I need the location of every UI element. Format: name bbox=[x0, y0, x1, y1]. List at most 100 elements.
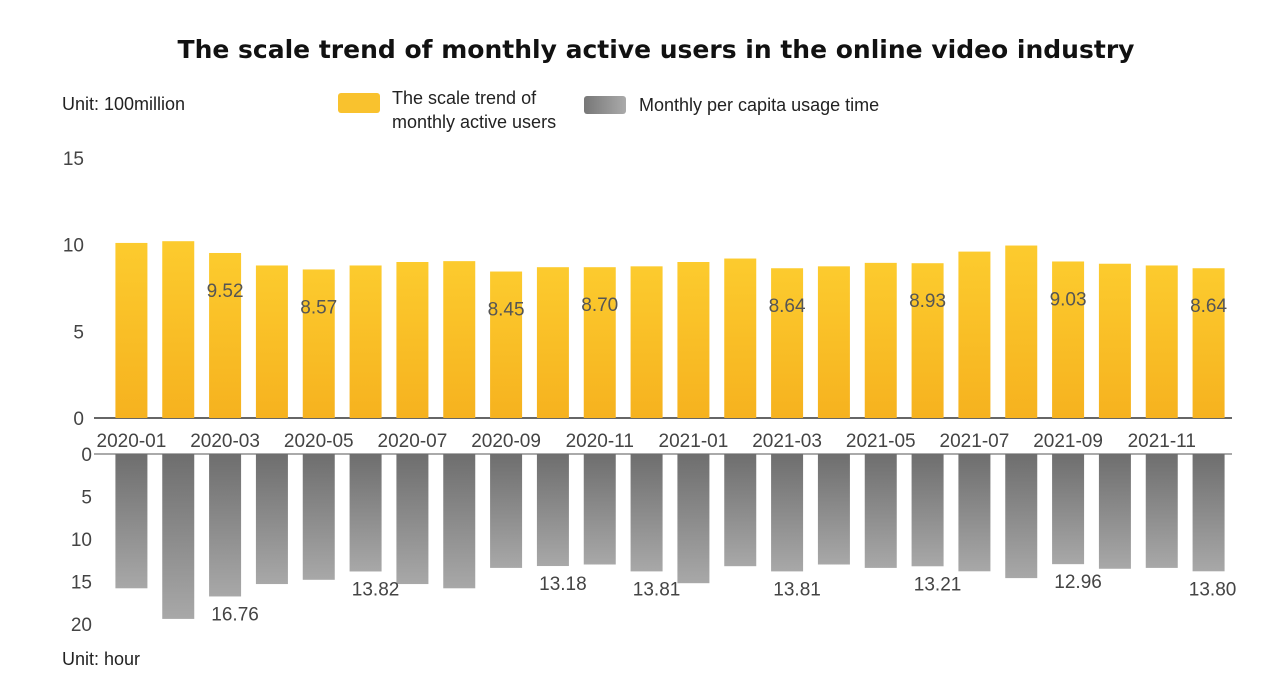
x-tick-label: 2020-01 bbox=[97, 431, 167, 452]
upper-bar bbox=[302, 269, 335, 418]
lower-bar bbox=[630, 454, 663, 572]
upper-bar bbox=[864, 262, 897, 418]
lower-data-label: 13.18 bbox=[539, 574, 587, 595]
x-tick-label: 2020-11 bbox=[566, 431, 634, 452]
upper-bar bbox=[1145, 265, 1178, 418]
upper-bar bbox=[630, 266, 663, 418]
lower-bar bbox=[490, 454, 523, 568]
lower-bar bbox=[1098, 454, 1131, 569]
lower-bar bbox=[911, 454, 944, 567]
lower-bar bbox=[771, 454, 804, 572]
lower-bar bbox=[1145, 454, 1178, 568]
upper-data-label: 8.64 bbox=[769, 296, 806, 317]
upper-data-label: 8.70 bbox=[581, 295, 618, 316]
legend-line-2: monthly active users bbox=[392, 112, 556, 132]
upper-bar bbox=[255, 265, 288, 418]
upper-bar bbox=[677, 262, 710, 418]
upper-bar bbox=[817, 266, 850, 418]
lower-bar bbox=[1005, 454, 1038, 579]
lower-bar bbox=[115, 454, 148, 589]
lower-bar bbox=[817, 454, 850, 565]
legend-label-usage-time: Monthly per capita usage time bbox=[639, 95, 879, 115]
lower-bar bbox=[349, 454, 382, 572]
x-tick-label: 2021-01 bbox=[659, 431, 729, 452]
upper-bar bbox=[162, 241, 195, 418]
lower-data-label: 16.76 bbox=[211, 604, 259, 625]
x-tick-label: 2021-11 bbox=[1128, 431, 1196, 452]
upper-unit-label: Unit: 100million bbox=[62, 94, 185, 114]
lower-data-labels: 16.76 13.82 13.18 13.81 13.81 13.21 12.96 13.80 bbox=[211, 572, 1236, 625]
lower-bar bbox=[724, 454, 757, 567]
upper-y-tick-label: 5 bbox=[73, 322, 84, 343]
x-tick-label: 2020-05 bbox=[284, 431, 354, 452]
lower-y-tick-label: 0 bbox=[81, 445, 92, 466]
lower-bar bbox=[864, 454, 897, 568]
upper-bar bbox=[1192, 268, 1225, 418]
x-tick-label: 2021-07 bbox=[940, 431, 1010, 452]
x-axis-ticks: 2020-01 2020-03 2020-05 2020-07 2020-09 2020-… bbox=[97, 431, 1196, 452]
lower-bar bbox=[1192, 454, 1225, 572]
upper-bar bbox=[724, 258, 757, 418]
upper-y-tick-label: 15 bbox=[63, 149, 84, 170]
lower-bar bbox=[302, 454, 335, 580]
upper-bar bbox=[1005, 245, 1038, 418]
x-tick-label: 2021-05 bbox=[846, 431, 916, 452]
lower-bar bbox=[396, 454, 429, 585]
x-tick-label: 2021-09 bbox=[1033, 431, 1103, 452]
upper-bar bbox=[1098, 263, 1131, 418]
upper-bar bbox=[911, 263, 944, 418]
lower-data-label: 13.82 bbox=[352, 579, 400, 600]
legend-label-monthly-active-users: The scale trend of monthly active users bbox=[392, 88, 556, 132]
upper-bar bbox=[958, 251, 991, 418]
lower-y-tick-label: 15 bbox=[71, 573, 92, 594]
upper-data-label: 9.52 bbox=[207, 281, 244, 302]
upper-bar bbox=[396, 262, 429, 418]
lower-bar bbox=[1052, 454, 1085, 565]
upper-bar bbox=[583, 267, 616, 418]
upper-bar bbox=[349, 265, 382, 418]
lower-data-label: 13.81 bbox=[633, 579, 681, 600]
upper-bar bbox=[209, 252, 242, 418]
lower-bar bbox=[583, 454, 616, 565]
upper-data-label: 8.45 bbox=[488, 300, 525, 321]
lower-data-label: 12.96 bbox=[1054, 572, 1102, 593]
legend-line-1: The scale trend of bbox=[392, 88, 537, 108]
upper-data-label: 9.03 bbox=[1050, 289, 1087, 310]
lower-data-label: 13.81 bbox=[773, 579, 821, 600]
lower-y-tick-label: 5 bbox=[81, 488, 92, 509]
legend-swatch-monthly-active-users bbox=[338, 93, 380, 113]
x-tick-label: 2020-03 bbox=[190, 431, 260, 452]
lower-bar bbox=[162, 454, 195, 619]
upper-bar bbox=[115, 242, 148, 418]
legend: The scale trend of monthly active users … bbox=[338, 88, 879, 132]
upper-data-label: 8.93 bbox=[909, 291, 946, 312]
lower-bar bbox=[443, 454, 476, 589]
upper-data-label: 8.64 bbox=[1190, 296, 1227, 317]
upper-bar bbox=[1052, 261, 1085, 418]
lower-data-label: 13.80 bbox=[1189, 579, 1237, 600]
lower-bar bbox=[958, 454, 991, 572]
upper-bars bbox=[115, 241, 1225, 418]
upper-y-tick-label: 0 bbox=[73, 409, 84, 430]
x-tick-label: 2020-07 bbox=[378, 431, 448, 452]
upper-bar bbox=[490, 271, 523, 418]
lower-bar bbox=[255, 454, 288, 585]
lower-bar bbox=[536, 454, 569, 567]
x-tick-label: 2020-09 bbox=[471, 431, 541, 452]
upper-y-tick-label: 10 bbox=[63, 236, 84, 257]
chart-title: The scale trend of monthly active users … bbox=[178, 35, 1135, 64]
upper-bar bbox=[536, 267, 569, 418]
upper-bar bbox=[771, 268, 804, 418]
lower-data-label: 13.21 bbox=[914, 574, 962, 595]
lower-bar bbox=[677, 454, 710, 584]
upper-bar bbox=[443, 261, 476, 418]
upper-data-label: 8.57 bbox=[300, 297, 337, 318]
lower-bars bbox=[115, 454, 1225, 619]
lower-bar bbox=[209, 454, 242, 597]
lower-y-tick-label: 20 bbox=[71, 615, 92, 636]
upper-data-labels: 9.52 8.57 8.45 8.70 8.64 8.93 9.03 8.64 bbox=[207, 281, 1228, 321]
lower-y-tick-label: 10 bbox=[71, 530, 92, 551]
legend-swatch-usage-time bbox=[584, 96, 626, 114]
x-tick-label: 2021-03 bbox=[752, 431, 822, 452]
